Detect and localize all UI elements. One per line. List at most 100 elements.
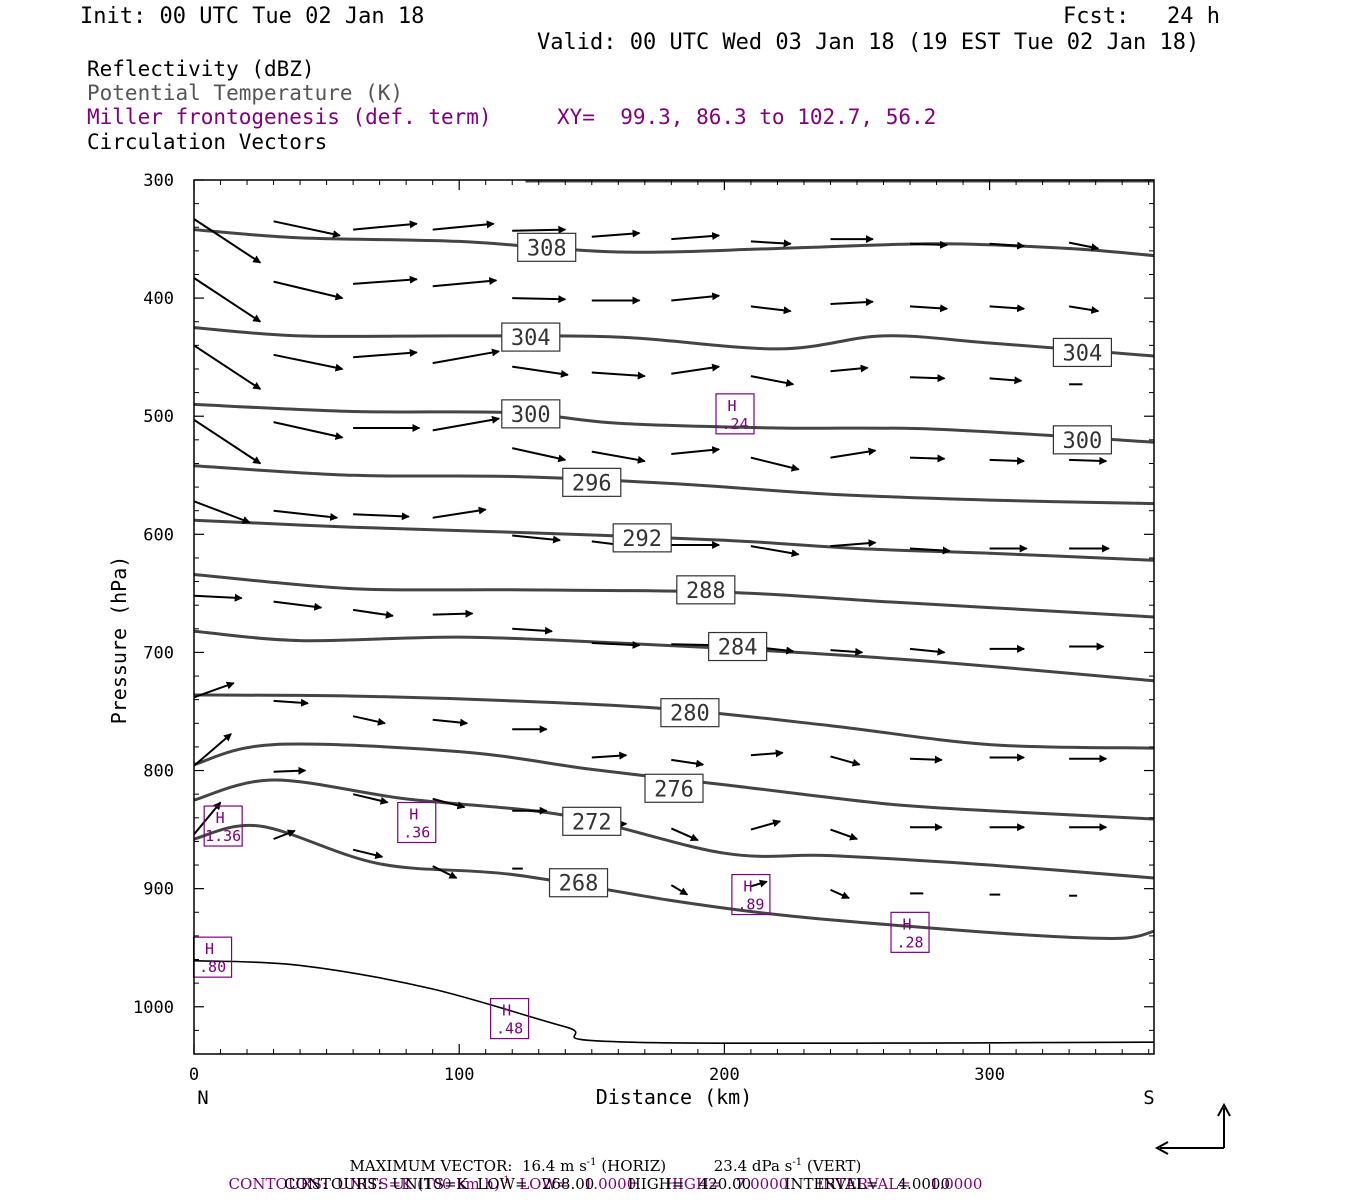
circulation-vector <box>909 546 951 555</box>
x-axis-label: Distance (km) <box>596 1085 753 1109</box>
circulation-vector <box>750 305 792 315</box>
circulation-vector <box>830 647 864 656</box>
theta-label-text: 276 <box>654 777 694 802</box>
theta-contour-292 <box>194 518 1154 562</box>
frontogenesis-max-box <box>489 997 530 1040</box>
circulation-vector <box>352 715 386 726</box>
circulation-vector <box>352 793 389 805</box>
frontogenesis-max: H.28 <box>890 911 930 953</box>
circulation-vector <box>432 348 500 365</box>
circulation-vector <box>830 755 861 767</box>
frontogenesis-max-box <box>397 801 437 844</box>
theta-label-box <box>501 322 561 352</box>
frontogenesis-max-value: .48 <box>496 1020 523 1038</box>
circulation-vector <box>432 220 495 231</box>
circulation-vector <box>591 640 641 649</box>
circulation-vector <box>432 718 469 727</box>
circulation-vector <box>512 295 567 304</box>
circulation-vector <box>512 365 569 378</box>
circulation-vector <box>273 829 296 840</box>
theta-label-text: 300 <box>511 403 551 428</box>
circulation-vector <box>432 277 498 288</box>
circulation-vector <box>194 218 262 264</box>
theta-label-box <box>562 806 622 836</box>
circulation-vector <box>512 626 553 635</box>
circulation-vector <box>909 454 946 463</box>
frontogenesis-max-box <box>731 873 771 916</box>
max-vector-label: MAXIMUM VECTOR: <box>349 1157 513 1175</box>
theta-label-text: 272 <box>572 810 612 835</box>
circulation-vector <box>432 865 458 879</box>
circulation-vector <box>909 304 949 313</box>
theta-label-box <box>1052 425 1112 455</box>
plot-frame <box>193 179 1155 1055</box>
theta-label-text: 304 <box>1063 341 1103 366</box>
theta-contour-296 <box>194 464 1154 506</box>
vertical-tag: (VERT) <box>806 1157 862 1175</box>
frontogenesis-max-box <box>715 393 755 435</box>
circulation-vector <box>352 848 384 860</box>
circulation-vector <box>352 608 394 619</box>
circulation-vector <box>194 681 235 699</box>
theta-label-box <box>660 698 720 728</box>
theta-label-box <box>548 868 609 898</box>
circulation-vector <box>750 375 795 387</box>
y-axis-label: Pressure (hPa) <box>107 556 131 725</box>
init-time: Init: 00 UTC Tue 02 Jan 18 <box>80 4 425 29</box>
circulation-vector <box>989 456 1026 465</box>
circulation-vector <box>591 371 646 380</box>
theta-label-text: 292 <box>622 527 662 552</box>
theta-label-280: 280 <box>660 698 720 728</box>
circulation-vector <box>989 304 1026 313</box>
frontogenesis-max-label: H <box>502 1002 511 1020</box>
theta-label-box <box>517 232 577 262</box>
legend-reflectivity: Reflectivity (dBZ) <box>87 57 315 81</box>
theta-label-272: 272 <box>562 806 622 836</box>
circulation-vector <box>194 500 251 524</box>
circulation-vector <box>909 240 949 249</box>
circulation-vector <box>830 364 869 373</box>
circulation-vector <box>273 600 323 611</box>
theta-label-304-right: 304 <box>1052 337 1112 368</box>
reference-vector-icon <box>1154 1102 1231 1155</box>
circulation-vector <box>273 353 344 372</box>
theta-label-box <box>562 467 622 497</box>
frontogenesis-max-value: .80 <box>199 958 226 976</box>
legend-miller-frontogenesis: Miller frontogenesis (def. term) <box>87 105 492 129</box>
circulation-vector <box>671 363 721 375</box>
x-tick-label: 200 <box>709 1065 740 1085</box>
legend-circulation-vectors: Circulation Vectors <box>87 130 328 154</box>
circulation-vector <box>194 801 222 835</box>
max-vector-horizontal: 16.4 m s <box>521 1157 587 1175</box>
circulation-vector <box>353 220 418 231</box>
circulation-vector <box>750 456 800 472</box>
theta-label-text: 304 <box>511 326 551 351</box>
circulation-vector <box>830 539 877 548</box>
frontogenesis-max-label: H <box>216 809 225 827</box>
circulation-vector <box>909 374 946 383</box>
legend-potential-temperature: Potential Temperature (K) <box>87 81 404 105</box>
theta-label-box <box>644 773 704 803</box>
circulation-vector <box>273 220 341 238</box>
circulation-vector <box>671 446 721 455</box>
circulation-vector <box>512 534 561 544</box>
exponent-horizontal: -1 <box>586 1157 597 1168</box>
circulation-vector <box>194 733 232 767</box>
frontogenesis-range: LOW= 1.0000 HIGH= 7.0000 INTERVAL= 1.000… <box>509 1175 983 1193</box>
theta-label-text: 288 <box>686 579 726 604</box>
theta-label-288: 288 <box>676 575 736 605</box>
north-end-label: N <box>197 1087 208 1109</box>
circulation-vector <box>432 506 487 519</box>
frontogenesis-max-label: H <box>727 397 736 415</box>
circulation-vector <box>909 647 946 656</box>
circulation-vector <box>194 418 262 465</box>
theta-contour-284 <box>194 629 1154 683</box>
theta-label-text: 268 <box>559 872 599 897</box>
theta-label-300-right: 300 <box>1052 425 1112 455</box>
theta-label-text: 296 <box>572 471 612 496</box>
circulation-vector <box>194 593 243 602</box>
y-tick-label: 900 <box>143 880 174 900</box>
circulation-vector <box>591 450 646 464</box>
theta-label-box <box>501 399 561 429</box>
